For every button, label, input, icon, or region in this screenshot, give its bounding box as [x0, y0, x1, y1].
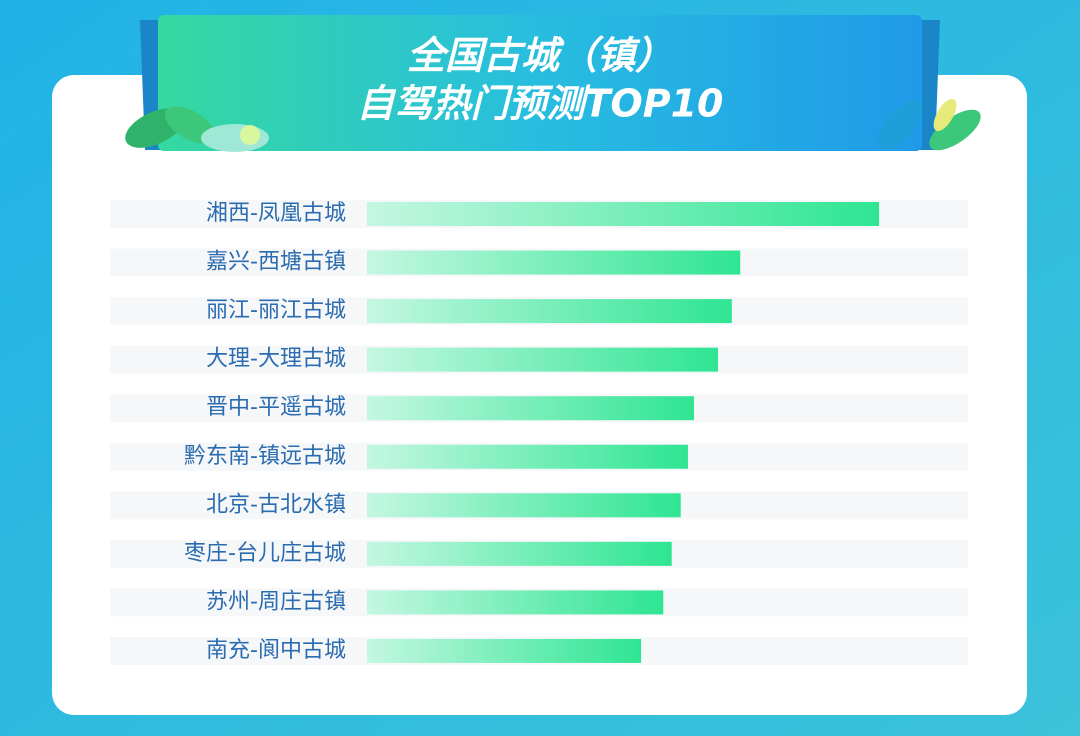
- title-line: 全国古城（镇）: [407, 34, 673, 78]
- category-label: 嘉兴-西塘古镇: [206, 250, 346, 275]
- bar: [367, 396, 694, 421]
- leaves-right: [877, 98, 981, 151]
- category-label: 湘西-凤凰古城: [206, 201, 346, 226]
- category-label: 大理-大理古城: [206, 347, 346, 372]
- category-label: 南充-阆中古城: [206, 638, 346, 663]
- bar: [367, 444, 688, 469]
- bar: [367, 202, 880, 226]
- category-label: 黔东南-镇远古城: [184, 444, 346, 469]
- leaves-left: [125, 106, 269, 152]
- title-line: 自驾热门预测TOP10: [357, 82, 724, 126]
- category-label: 苏州-周庄古镇: [206, 589, 346, 614]
- bar: [367, 250, 741, 275]
- bar: [367, 299, 732, 324]
- category-label: 北京-古北水镇: [206, 492, 346, 517]
- bar: [367, 541, 672, 566]
- bar: [367, 493, 681, 518]
- category-label: 丽江-丽江古城: [206, 298, 346, 323]
- category-label: 枣庄-台儿庄古城: [184, 541, 346, 566]
- title-banner: [158, 15, 922, 151]
- category-label: 晋中-平遥古城: [206, 395, 346, 420]
- bar: [367, 638, 642, 663]
- bar: [367, 590, 664, 615]
- bar: [367, 347, 718, 372]
